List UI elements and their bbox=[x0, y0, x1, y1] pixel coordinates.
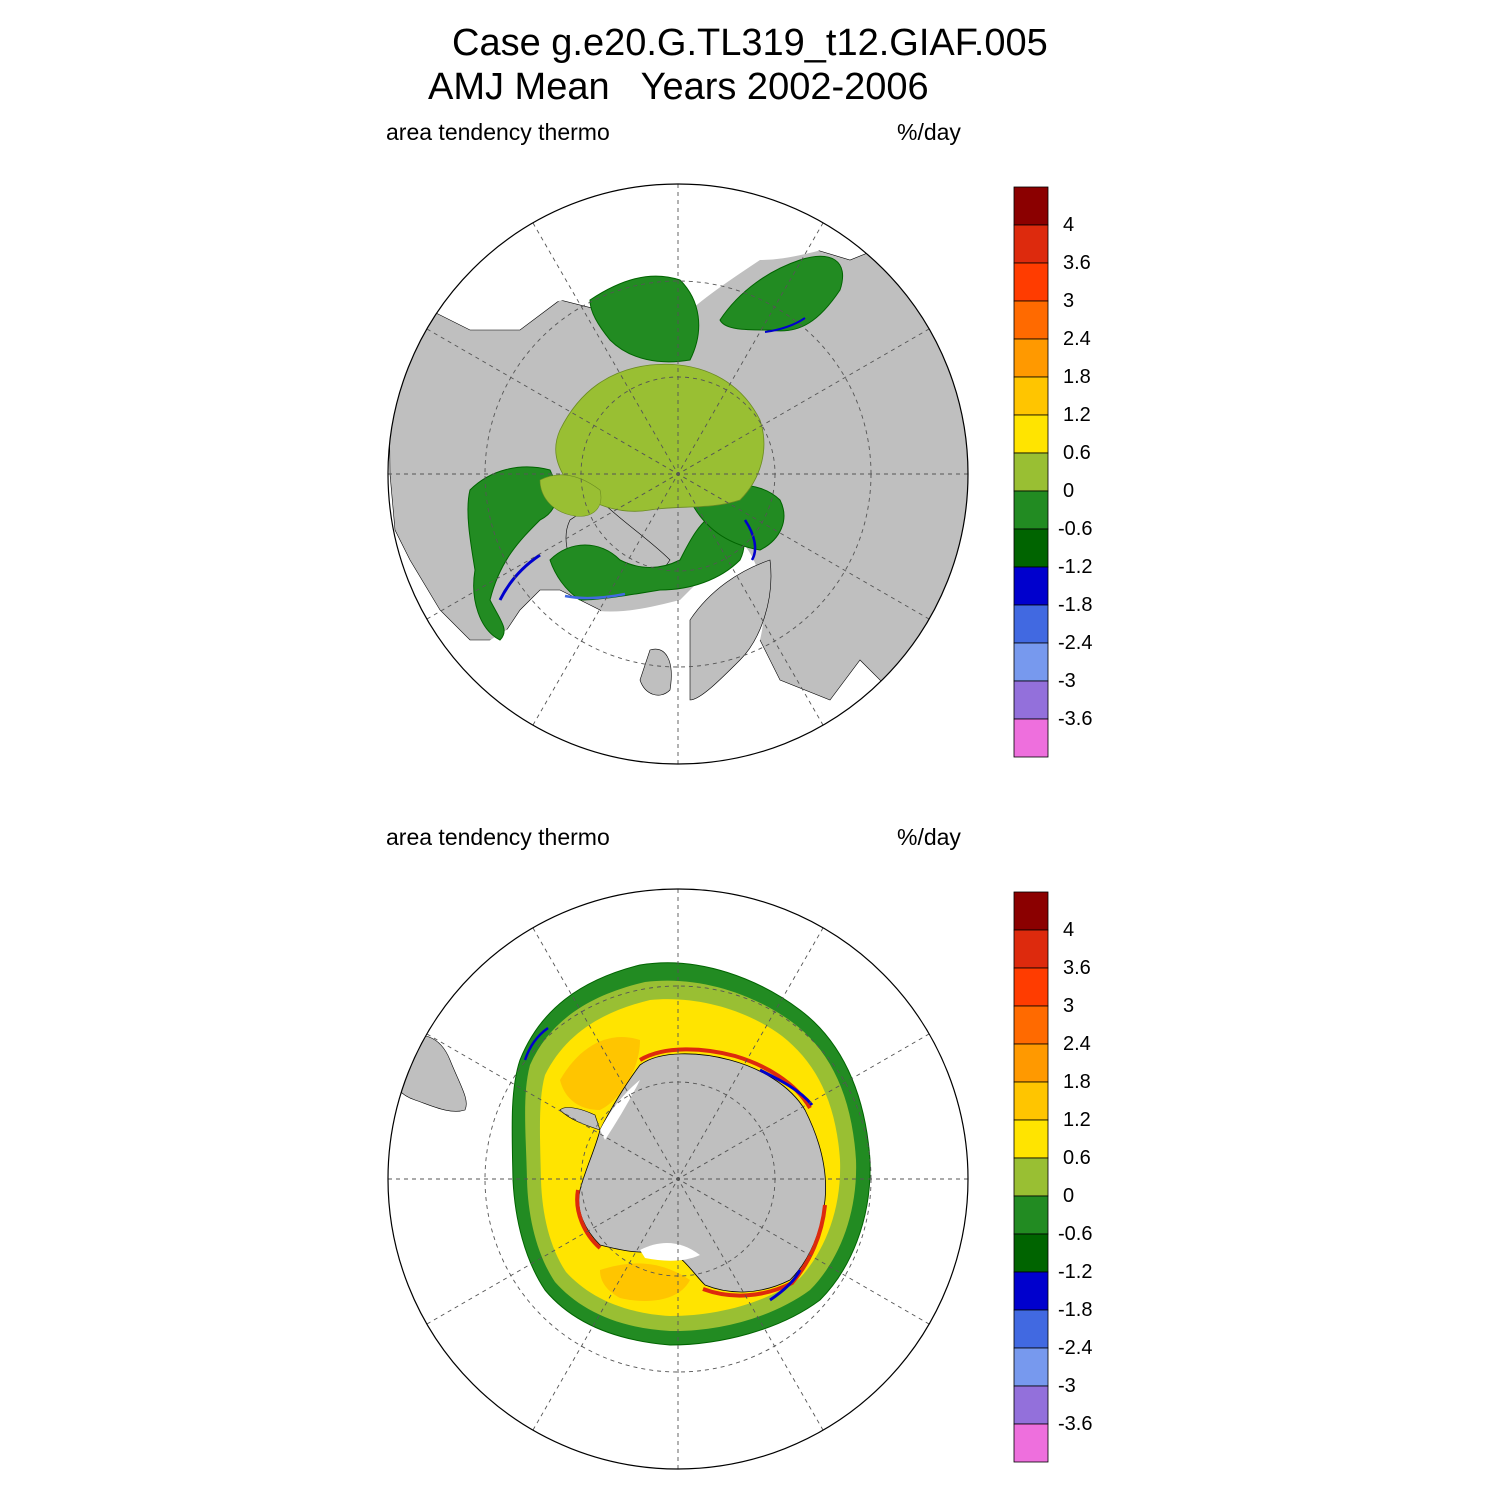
south-colorbar-swatch bbox=[1013, 1119, 1049, 1159]
south-colorbar-swatch bbox=[1013, 1195, 1049, 1235]
north-colorbar-tick-label: 1.2 bbox=[1063, 404, 1091, 426]
south-ice-shelf-weddell bbox=[600, 1080, 640, 1140]
north-panel-variable-label: area tendency thermo bbox=[386, 119, 610, 145]
north-colorbar-tick-label: 1.8 bbox=[1063, 366, 1091, 388]
north-colorbar-swatch bbox=[1013, 414, 1049, 454]
north-colorbar-swatch bbox=[1013, 376, 1049, 416]
south-ice-blue-fringe-east bbox=[759, 1068, 814, 1106]
south-graticule bbox=[388, 889, 968, 1469]
south-ice-orange-weddell bbox=[560, 1036, 640, 1110]
north-colorbar-tick-label: -0.6 bbox=[1058, 518, 1093, 540]
north-colorbar-swatch bbox=[1013, 490, 1049, 530]
south-colorbar-swatch bbox=[1013, 1271, 1049, 1311]
north-ice-chukchi bbox=[589, 275, 700, 363]
figure-title-line2: AMJ Mean Years 2002-2006 bbox=[428, 66, 929, 108]
south-colorbar-tick-label: 0 bbox=[1063, 1185, 1075, 1207]
north-colorbar-tick-label: 3 bbox=[1063, 290, 1075, 312]
south-colorbar-tick-label: 3.6 bbox=[1063, 957, 1091, 979]
south-colorbar-swatch bbox=[1013, 1005, 1049, 1045]
south-ice-blue-fringe-west bbox=[523, 1026, 549, 1061]
south-polar-map bbox=[387, 888, 969, 1470]
north-colorbar-tick-label: 0.6 bbox=[1063, 442, 1091, 464]
north-colorbar-swatch bbox=[1013, 300, 1049, 340]
north-colorbar-swatch bbox=[1013, 452, 1049, 492]
south-ice-shelf-ross bbox=[640, 1243, 700, 1261]
south-land-antarctic-peninsula bbox=[559, 1107, 601, 1131]
north-colorbar-tick-label: 2.4 bbox=[1063, 328, 1091, 350]
south-colorbar-tick-label: -0.6 bbox=[1058, 1223, 1093, 1245]
north-colorbar-swatch bbox=[1013, 680, 1049, 720]
south-colorbar-tick-label: 1.2 bbox=[1063, 1109, 1091, 1131]
south-colorbar-tick-label: -2.4 bbox=[1058, 1337, 1093, 1359]
south-panel-variable-label: area tendency thermo bbox=[386, 824, 610, 850]
south-ice-orange-ross bbox=[600, 1263, 690, 1301]
south-colorbar-tick-label: 4 bbox=[1063, 919, 1075, 941]
south-colorbar-swatch bbox=[1013, 929, 1049, 969]
north-land-scandinavia bbox=[689, 559, 772, 701]
north-colorbar-swatch bbox=[1013, 642, 1049, 682]
north-map-border bbox=[387, 183, 969, 765]
north-colorbar-swatch bbox=[1013, 186, 1049, 226]
north-colorbar bbox=[1013, 186, 1049, 758]
north-colorbar-swatch bbox=[1013, 262, 1049, 302]
north-ice-melt-fringe-okhotsk bbox=[764, 317, 806, 333]
north-colorbar-swatch bbox=[1013, 718, 1049, 758]
south-colorbar-swatch bbox=[1013, 1233, 1049, 1273]
south-colorbar-swatch bbox=[1013, 1157, 1049, 1197]
south-colorbar-tick-label: 3 bbox=[1063, 995, 1075, 1017]
north-polar-map bbox=[387, 183, 969, 765]
south-colorbar-tick-label: 0.6 bbox=[1063, 1147, 1091, 1169]
south-colorbar-tick-label: -1.8 bbox=[1058, 1299, 1093, 1321]
north-colorbar-swatch bbox=[1013, 224, 1049, 264]
north-ice-melt-fringe-barents bbox=[743, 519, 757, 561]
north-colorbar-tick-label: 4 bbox=[1063, 214, 1075, 236]
north-colorbar-tick-label: -3.6 bbox=[1058, 708, 1093, 730]
north-colorbar-swatch bbox=[1013, 566, 1049, 606]
north-land-british-isles bbox=[639, 648, 672, 696]
south-ice-blue-fringe-southeast bbox=[769, 1269, 802, 1302]
north-colorbar-swatch bbox=[1013, 528, 1049, 568]
north-colorbar-tick-label: -1.2 bbox=[1058, 556, 1093, 578]
north-ice-melt-fringe-labrador bbox=[564, 592, 626, 600]
north-graticule bbox=[388, 184, 968, 764]
south-colorbar bbox=[1013, 891, 1049, 1463]
south-colorbar-swatch bbox=[1013, 1309, 1049, 1349]
south-colorbar-tick-label: 1.8 bbox=[1063, 1071, 1091, 1093]
figure-title-line1: Case g.e20.G.TL319_t12.GIAF.005 bbox=[452, 22, 1048, 64]
north-ice-canadian-archipelago bbox=[539, 474, 602, 517]
north-colorbar-swatch bbox=[1013, 338, 1049, 378]
south-colorbar-tick-label: -1.2 bbox=[1058, 1261, 1093, 1283]
south-panel-units-label: %/day bbox=[897, 824, 961, 850]
south-colorbar-tick-label: 2.4 bbox=[1063, 1033, 1091, 1055]
south-colorbar-swatch bbox=[1013, 1423, 1049, 1463]
north-ice-hudson-bay bbox=[467, 466, 558, 641]
south-colorbar-tick-label: -3.6 bbox=[1058, 1413, 1093, 1435]
north-atlantic-ocean bbox=[460, 540, 764, 764]
south-colorbar-swatch bbox=[1013, 967, 1049, 1007]
north-ice-bering-okhotsk bbox=[719, 255, 844, 332]
north-colorbar-tick-label: -2.4 bbox=[1058, 632, 1093, 654]
south-map-border bbox=[387, 888, 969, 1470]
south-land-antarctica bbox=[578, 1053, 826, 1293]
north-panel-units-label: %/day bbox=[897, 119, 961, 145]
south-colorbar-tick-label: -3 bbox=[1058, 1375, 1076, 1397]
north-colorbar-tick-label: 0 bbox=[1063, 480, 1075, 502]
south-colorbar-swatch bbox=[1013, 1385, 1049, 1425]
south-colorbar-swatch bbox=[1013, 1347, 1049, 1387]
north-colorbar-tick-label: -1.8 bbox=[1058, 594, 1093, 616]
north-colorbar-swatch bbox=[1013, 604, 1049, 644]
south-colorbar-swatch bbox=[1013, 891, 1049, 931]
north-colorbar-tick-label: -3 bbox=[1058, 670, 1076, 692]
south-colorbar-swatch bbox=[1013, 1081, 1049, 1121]
north-colorbar-tick-label: 3.6 bbox=[1063, 252, 1091, 274]
south-colorbar-swatch bbox=[1013, 1043, 1049, 1083]
north-ice-melt-fringe-hudson bbox=[498, 553, 541, 601]
